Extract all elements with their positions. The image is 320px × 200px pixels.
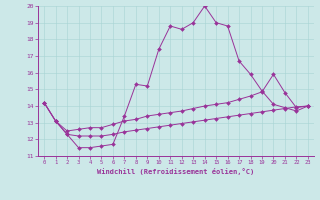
- X-axis label: Windchill (Refroidissement éolien,°C): Windchill (Refroidissement éolien,°C): [97, 168, 255, 175]
